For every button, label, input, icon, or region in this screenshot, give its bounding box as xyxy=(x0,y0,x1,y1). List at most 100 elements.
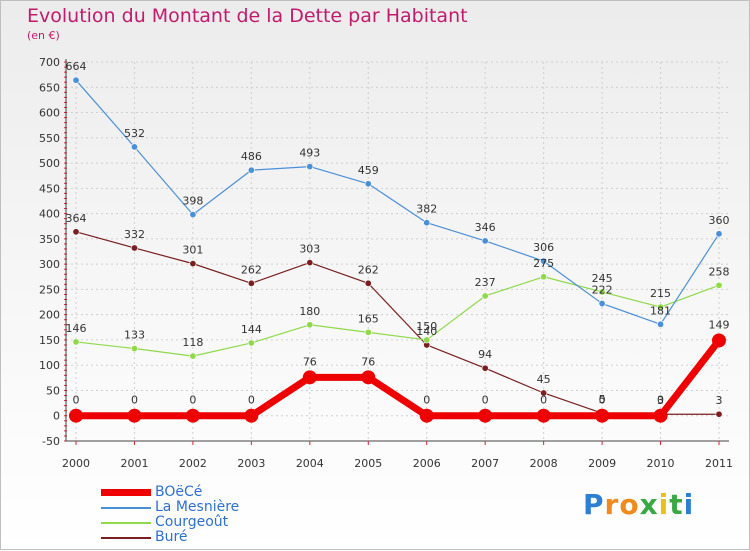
data-label: 0 xyxy=(131,394,138,407)
data-label: 76 xyxy=(303,355,317,368)
logo-letter: i xyxy=(683,488,695,521)
data-label: 0 xyxy=(189,394,196,407)
data-point xyxy=(189,260,197,268)
x-tick-label: 2003 xyxy=(237,457,265,470)
data-point xyxy=(189,352,197,360)
data-label: 301 xyxy=(182,244,203,257)
data-label: 360 xyxy=(709,214,730,227)
data-label: 306 xyxy=(533,241,554,254)
data-label: 364 xyxy=(66,212,87,225)
data-point xyxy=(247,339,255,347)
data-point xyxy=(657,320,665,328)
data-point xyxy=(185,408,200,423)
data-point xyxy=(69,408,83,423)
y-tick-label: 200 xyxy=(39,309,60,322)
x-tick-label: 2008 xyxy=(530,457,558,470)
proxiti-logo: Proxiti xyxy=(583,488,694,521)
data-label: 146 xyxy=(66,322,87,335)
legend: BOëCé La Mesnière Courgeoût Buré xyxy=(101,485,361,545)
data-label: 165 xyxy=(358,312,379,325)
y-tick-label: 500 xyxy=(39,157,60,170)
y-tick-label: -50 xyxy=(42,435,60,448)
x-tick-label: 2009 xyxy=(588,457,616,470)
data-point xyxy=(361,370,376,385)
legend-label-bure: Buré xyxy=(155,529,188,545)
data-label: 76 xyxy=(361,355,375,368)
x-tick-label: 2007 xyxy=(471,457,499,470)
data-point xyxy=(481,237,489,245)
data-label: 0 xyxy=(73,394,80,407)
data-label: 118 xyxy=(182,336,203,349)
grid xyxy=(66,61,729,442)
data-label: 133 xyxy=(124,329,145,342)
chart-title: Evolution du Montant de la Dette par Hab… xyxy=(27,5,468,27)
data-label: 245 xyxy=(592,272,613,285)
data-point xyxy=(715,281,723,289)
series-line-0 xyxy=(72,336,723,420)
legend-label-courgeout: Courgeoût xyxy=(155,514,229,530)
data-point xyxy=(715,410,723,418)
data-point xyxy=(423,336,431,344)
data-label: 346 xyxy=(475,221,496,234)
legend-label-boece: BOëCé xyxy=(155,484,203,500)
x-tick-label: 2011 xyxy=(705,457,733,470)
legend-swatch-la-mesniere xyxy=(101,507,151,509)
data-label: 0 xyxy=(482,394,489,407)
data-label: 144 xyxy=(241,323,262,336)
y-tick-label: 150 xyxy=(39,334,60,347)
data-point xyxy=(189,211,197,219)
x-tick-label: 2004 xyxy=(296,457,324,470)
data-point xyxy=(712,333,726,348)
data-label: 215 xyxy=(650,287,671,300)
data-point xyxy=(72,338,80,346)
data-label: 150 xyxy=(416,320,437,333)
data-label: 486 xyxy=(241,150,262,163)
data-point xyxy=(247,279,255,287)
chart-subtitle: (en €) xyxy=(27,29,60,42)
data-point xyxy=(364,328,372,336)
legend-label-la-mesniere: La Mesnière xyxy=(155,499,240,515)
data-label: 237 xyxy=(475,276,496,289)
logo-letter: r xyxy=(604,488,620,521)
data-labels: 0 0 0 0 76 76 0 0 0 0 0 149 664 532 398 486 493 459 382 346… xyxy=(66,60,730,407)
data-point xyxy=(306,321,314,329)
data-point xyxy=(306,163,314,171)
legend-swatch-boece xyxy=(101,489,151,496)
data-label: 181 xyxy=(650,304,671,317)
axes: -500501001502002503003504004505005506006… xyxy=(39,56,733,470)
data-label: 0 xyxy=(540,394,547,407)
data-point xyxy=(247,166,255,174)
x-tick-label: 2000 xyxy=(62,457,90,470)
x-tick-label: 2006 xyxy=(413,457,441,470)
logo-letter: x xyxy=(639,488,659,521)
data-point xyxy=(244,408,259,423)
y-tick-label: 250 xyxy=(39,283,60,296)
y-tick-label: 50 xyxy=(46,384,60,397)
data-point xyxy=(540,257,548,265)
y-tick-label: 300 xyxy=(39,258,60,271)
data-point xyxy=(595,408,610,423)
logo-letter: o xyxy=(619,488,640,521)
data-label: 94 xyxy=(478,348,492,361)
data-point xyxy=(72,76,80,84)
x-tick-label: 2001 xyxy=(120,457,148,470)
legend-item-bure: Buré xyxy=(101,530,361,545)
y-tick-label: 100 xyxy=(39,359,60,372)
data-label: 303 xyxy=(299,243,320,256)
y-tick-label: 700 xyxy=(39,56,60,69)
data-point xyxy=(540,389,548,397)
data-point xyxy=(127,408,142,423)
data-point xyxy=(419,408,434,423)
x-tick-label: 2010 xyxy=(647,457,675,470)
data-label: 398 xyxy=(182,195,203,208)
data-label: 532 xyxy=(124,127,145,140)
y-tick-label: 350 xyxy=(39,233,60,246)
y-tick-label: 450 xyxy=(39,182,60,195)
y-tick-label: 650 xyxy=(39,81,60,94)
data-label: 275 xyxy=(533,257,554,270)
series-lines xyxy=(69,76,726,423)
data-point xyxy=(540,273,548,281)
legend-swatch-bure xyxy=(101,537,151,539)
data-label: 0 xyxy=(657,394,664,407)
